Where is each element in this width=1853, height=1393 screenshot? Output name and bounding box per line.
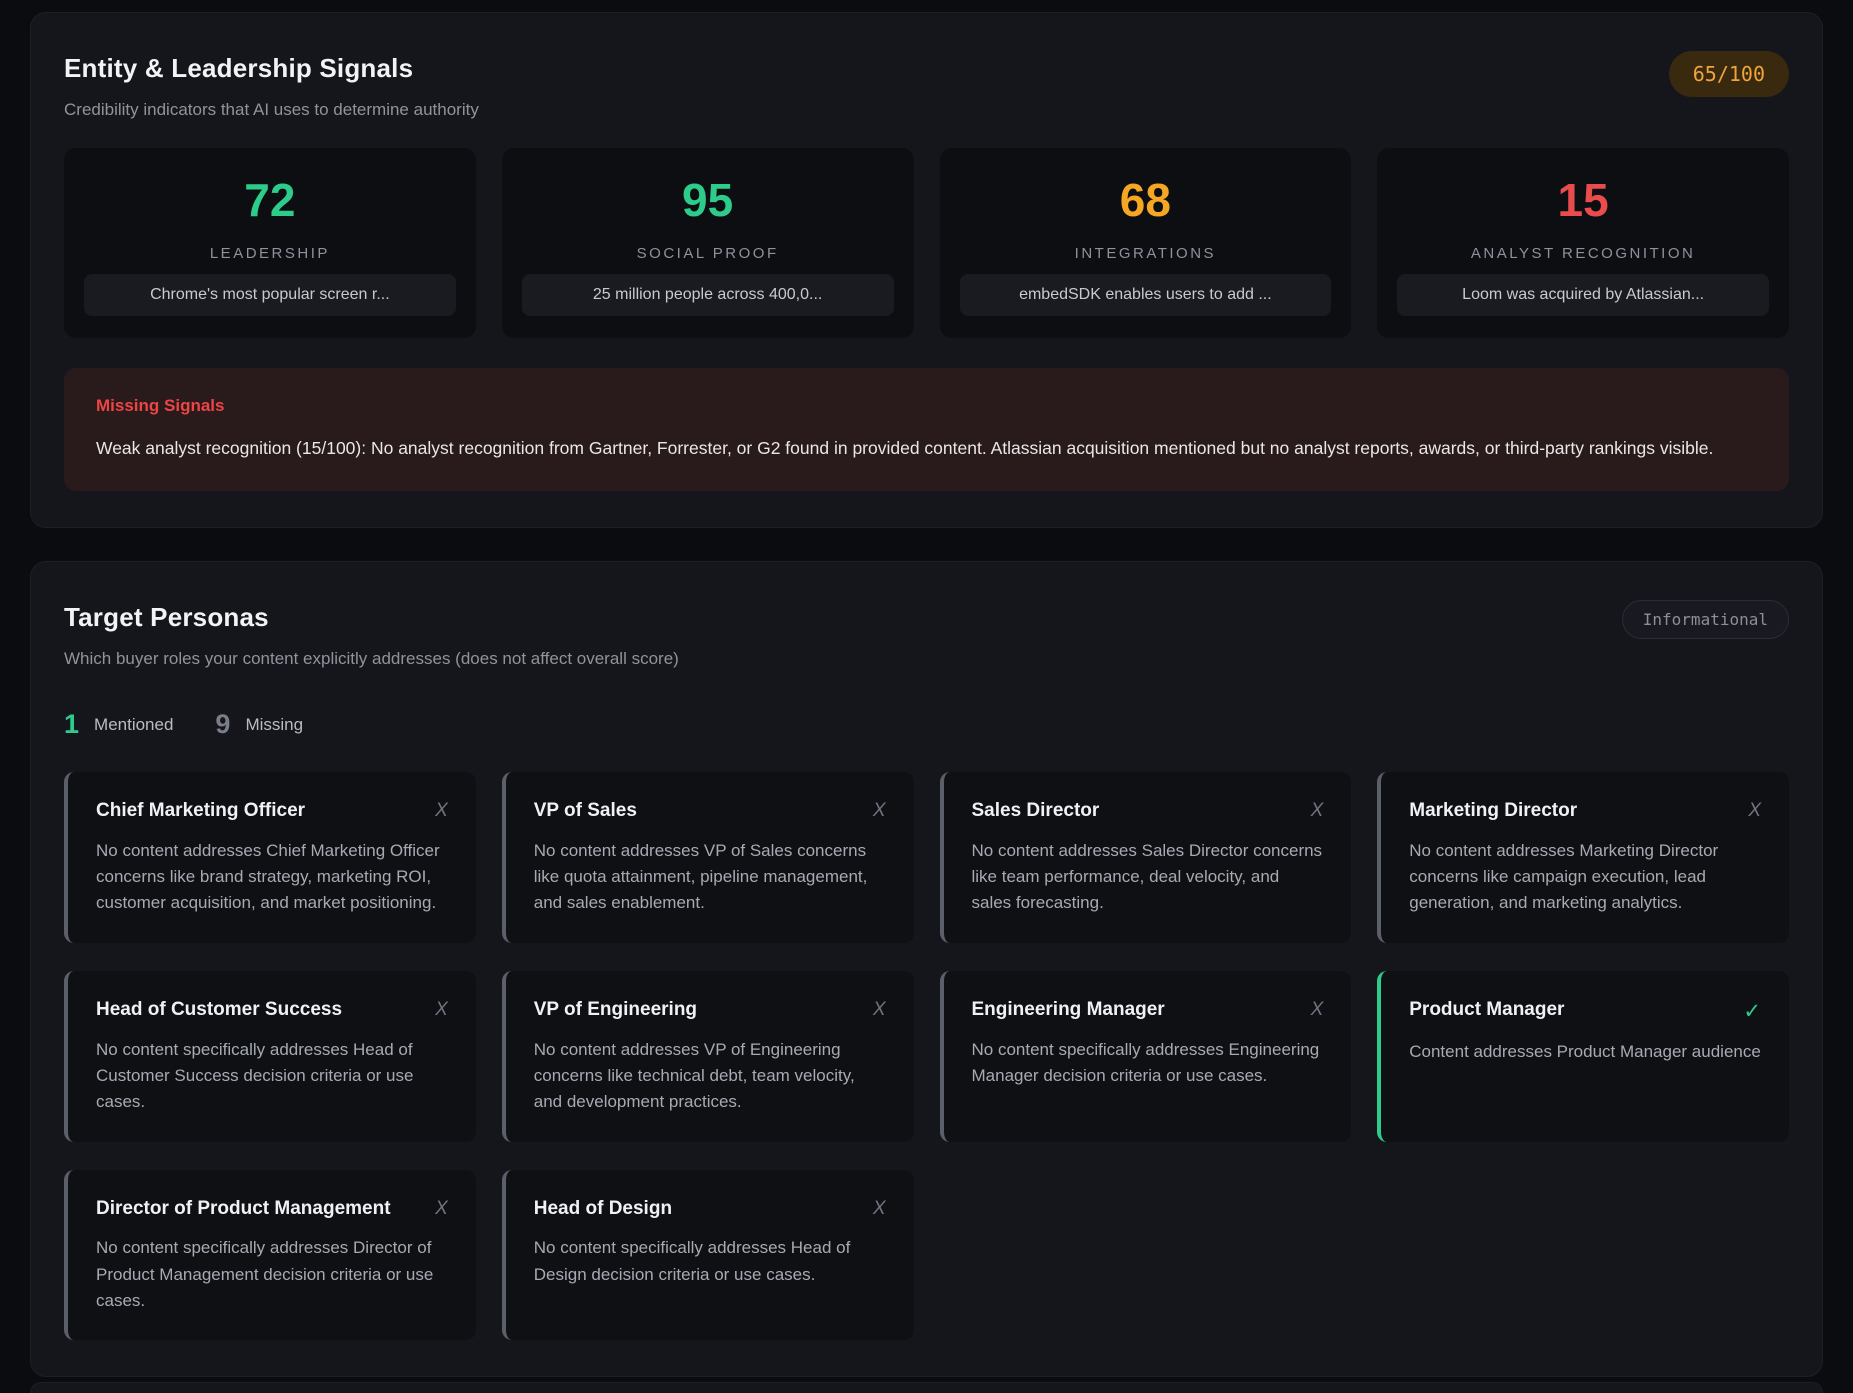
persona-counts-row: 1 Mentioned 9 Missing: [64, 709, 1789, 740]
persona-card: Marketing Director X No content addresse…: [1377, 772, 1789, 943]
missing-label: Missing: [245, 714, 304, 734]
persona-card: Head of Customer Success X No content sp…: [64, 970, 476, 1142]
persona-name: Director of Product Management: [96, 1197, 391, 1219]
metric-value: 95: [682, 174, 734, 226]
persona-card: Chief Marketing Officer X No content add…: [64, 772, 476, 943]
persona-description: No content specifically addresses Head o…: [533, 1238, 851, 1284]
missing-count: 9: [215, 709, 231, 739]
persona-card: Sales Director X No content addresses Sa…: [939, 772, 1352, 943]
persona-card: Head of Design X No content specifically…: [501, 1169, 914, 1341]
persona-description: No content specifically addresses Engine…: [971, 1039, 1320, 1085]
x-icon: X: [872, 1197, 886, 1219]
persona-name: Head of Design: [533, 1197, 673, 1219]
persona-card: Director of Product Management X No cont…: [64, 1169, 476, 1341]
persona-name: Chief Marketing Officer: [96, 800, 306, 821]
metric-card: 95 SOCIAL PROOF 25 million people across…: [501, 148, 914, 338]
metric-quote: Chrome's most popular screen r...: [84, 274, 456, 316]
x-icon: X: [1310, 800, 1324, 821]
x-icon: X: [872, 800, 886, 821]
personas-section-header: Target Personas Which buyer roles your c…: [64, 594, 1789, 669]
x-icon: X: [1310, 998, 1324, 1020]
missing-signals-box: Missing Signals Weak analyst recognition…: [64, 368, 1789, 491]
x-icon: X: [1748, 800, 1761, 821]
metric-value: 72: [244, 174, 296, 226]
x-icon: X: [435, 800, 448, 821]
persona-name: VP of Engineering: [533, 998, 698, 1020]
persona-name: VP of Sales: [533, 800, 637, 821]
mentioned-count: 1: [64, 709, 80, 739]
persona-card: Engineering Manager X No content specifi…: [939, 970, 1352, 1142]
persona-name: Marketing Director: [1409, 800, 1578, 821]
missing-signals-body: Weak analyst recognition (15/100): No an…: [96, 438, 1714, 458]
persona-name: Product Manager: [1409, 998, 1565, 1020]
persona-description: No content addresses VP of Engineering c…: [533, 1039, 855, 1112]
persona-name: Engineering Manager: [971, 998, 1165, 1020]
metric-label: SOCIAL PROOF: [636, 244, 779, 262]
x-icon: X: [435, 1197, 448, 1219]
target-personas-card: Target Personas Which buyer roles your c…: [30, 561, 1823, 1378]
metrics-grid: 72 LEADERSHIP Chrome's most popular scre…: [64, 148, 1789, 338]
persona-description: No content specifically addresses Direct…: [96, 1238, 434, 1311]
missing-signals-title: Missing Signals: [96, 396, 225, 415]
entity-section-title: Entity & Leadership Signals: [64, 53, 414, 83]
missing-count-group: 9 Missing: [215, 709, 303, 740]
metric-quote: Loom was acquired by Atlassian...: [1397, 274, 1769, 316]
persona-description: No content specifically addresses Head o…: [96, 1039, 414, 1112]
personas-section-subtitle: Which buyer roles your content explicitl…: [64, 649, 679, 668]
persona-description: No content addresses Sales Director conc…: [971, 840, 1323, 913]
personas-section-title: Target Personas: [64, 602, 269, 632]
persona-card: VP of Engineering X No content addresses…: [501, 970, 914, 1142]
persona-card: VP of Sales X No content addresses VP of…: [501, 772, 914, 943]
metric-label: INTEGRATIONS: [1074, 244, 1217, 262]
persona-description: No content addresses VP of Sales concern…: [533, 840, 868, 913]
persona-card: Product Manager ✓ Content addresses Prod…: [1377, 970, 1789, 1142]
personas-grid: Chief Marketing Officer X No content add…: [64, 772, 1789, 1341]
persona-description: No content addresses Chief Marketing Off…: [96, 840, 440, 913]
x-icon: X: [435, 998, 448, 1020]
persona-description: No content addresses Marketing Director …: [1409, 840, 1719, 913]
check-icon: ✓: [1743, 999, 1761, 1023]
persona-description: Content addresses Product Manager audien…: [1409, 1042, 1761, 1062]
metric-value: 68: [1119, 174, 1171, 226]
mentioned-count-group: 1 Mentioned: [64, 709, 173, 740]
metric-quote: embedSDK enables users to add ...: [959, 274, 1332, 316]
metric-card: 68 INTEGRATIONS embedSDK enables users t…: [939, 148, 1352, 338]
entity-section-header: Entity & Leadership Signals Credibility …: [64, 45, 1789, 120]
metric-card: 15 ANALYST RECOGNITION Loom was acquired…: [1377, 148, 1789, 338]
persona-name: Sales Director: [971, 800, 1100, 821]
persona-name: Head of Customer Success: [96, 998, 343, 1020]
entity-leadership-signals-card: Entity & Leadership Signals Credibility …: [30, 12, 1823, 528]
metric-quote: 25 million people across 400,0...: [521, 274, 894, 316]
x-icon: X: [872, 998, 886, 1020]
metric-label: LEADERSHIP: [209, 244, 330, 262]
entity-section-subtitle: Credibility indicators that AI uses to d…: [64, 100, 479, 119]
metric-label: ANALYST RECOGNITION: [1470, 244, 1696, 262]
informational-badge: Informational: [1621, 600, 1789, 639]
next-section-top-edge: [30, 1382, 1823, 1393]
mentioned-label: Mentioned: [94, 714, 174, 734]
score-badge: 65/100: [1668, 51, 1789, 97]
metric-value: 15: [1557, 174, 1609, 226]
metric-card: 72 LEADERSHIP Chrome's most popular scre…: [64, 148, 476, 338]
